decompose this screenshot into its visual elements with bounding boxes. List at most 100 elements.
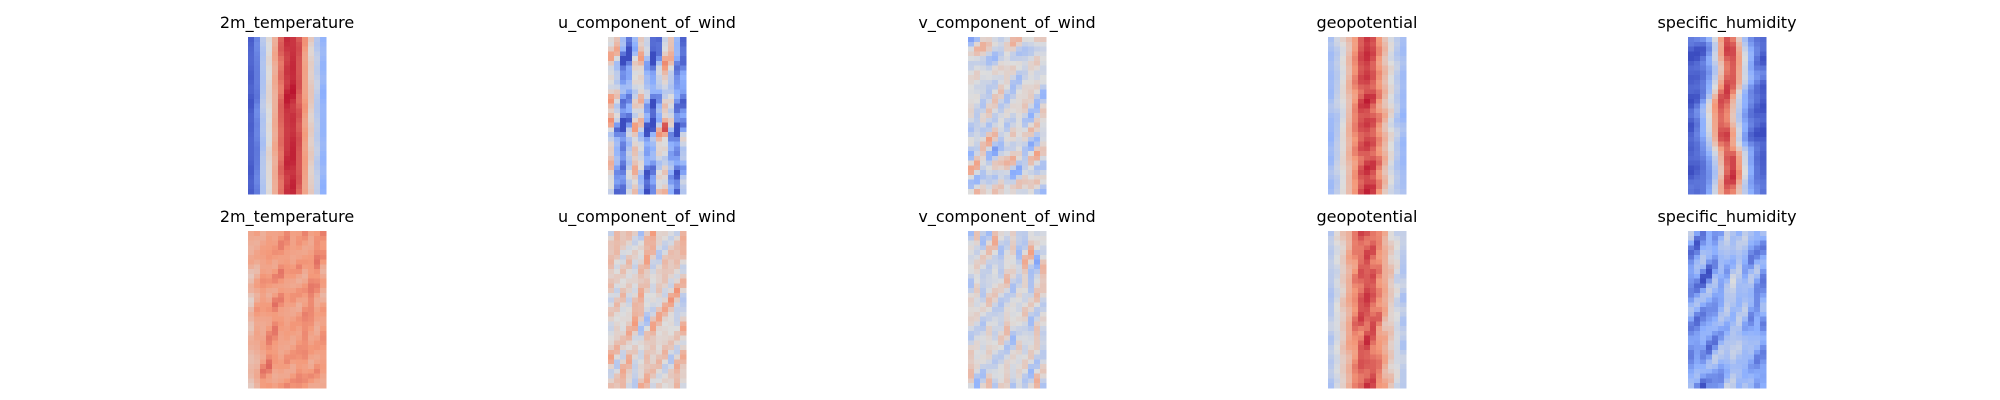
heatmap-cell: [992, 254, 999, 261]
heatmap-cell: [296, 56, 303, 62]
heatmap-cell: [986, 240, 993, 246]
heatmap-cell: [986, 94, 993, 100]
heatmap-cell: [302, 103, 309, 109]
heatmap-cell: [980, 117, 987, 124]
heatmap-cell: [1742, 250, 1749, 256]
heatmap-cell: [296, 259, 303, 265]
heatmap-cell: [1340, 179, 1347, 186]
heatmap-cell: [1346, 316, 1353, 322]
heatmap-cell: [248, 283, 255, 289]
heatmap-cell: [674, 51, 681, 57]
heatmap-cell: [278, 60, 285, 67]
heatmap-cell: [986, 368, 993, 375]
heatmap-cell: [1370, 155, 1377, 162]
heatmap-cell: [1388, 273, 1395, 280]
heatmap-cell: [638, 141, 645, 148]
heatmap-cell: [614, 235, 621, 242]
heatmap-cell: [1022, 240, 1029, 246]
heatmap-cell: [1694, 288, 1701, 294]
heatmap-cell: [992, 189, 999, 195]
heatmap-cell: [1364, 94, 1371, 100]
heatmap-cell: [1706, 94, 1713, 100]
heatmap-cell: [998, 345, 1005, 351]
heatmap-cell: [608, 127, 615, 133]
heatmap-cell: [1370, 321, 1377, 327]
heatmap-cell: [1022, 349, 1029, 356]
heatmap-cell: [1760, 51, 1767, 57]
heatmap-cell: [620, 103, 627, 109]
heatmap-cell: [1028, 264, 1035, 270]
heatmap-cell: [1004, 240, 1011, 246]
heatmap-cell: [1688, 302, 1695, 308]
heatmap-cell: [992, 151, 999, 157]
heatmap-cell: [1712, 37, 1719, 43]
heatmap-cell: [656, 141, 663, 148]
heatmap-cell: [614, 307, 621, 313]
heatmap-cell: [320, 269, 327, 275]
heatmap-cell: [1004, 345, 1011, 351]
heatmap-cell: [608, 170, 615, 176]
heatmap-cell: [284, 340, 291, 346]
heatmap-cell: [998, 316, 1005, 322]
heatmap-cell: [1394, 65, 1401, 71]
heatmap-cell: [626, 65, 633, 71]
heatmap-cell: [992, 122, 999, 128]
heatmap-cell: [668, 359, 675, 365]
heatmap-cell: [1394, 60, 1401, 67]
heatmap-cell: [980, 373, 987, 380]
heatmap-cell: [632, 383, 639, 389]
heatmap-cell: [290, 113, 297, 119]
heatmap-cell: [1364, 316, 1371, 322]
heatmap-cell: [614, 108, 621, 114]
heatmap-cell: [1352, 98, 1359, 105]
heatmap-cell: [1004, 89, 1011, 95]
heatmap-cell: [1334, 146, 1341, 152]
heatmap-cell: [314, 151, 321, 157]
heatmap-cell: [1712, 269, 1719, 275]
heatmap-cell: [668, 240, 675, 246]
heatmap-cell: [1376, 264, 1383, 270]
heatmap-cell: [998, 160, 1005, 167]
heatmap-cell: [1334, 165, 1341, 171]
heatmap-cell: [1346, 60, 1353, 67]
heatmap-cell: [620, 269, 627, 275]
heatmap-cell: [1346, 330, 1353, 337]
heatmap-cell: [1760, 250, 1767, 256]
heatmap-cell: [662, 51, 669, 57]
heatmap-cell: [248, 330, 255, 337]
heatmap-cell: [1760, 269, 1767, 275]
heatmap-cell: [1700, 245, 1707, 251]
heatmap-cell: [674, 340, 681, 346]
heatmap-cell: [626, 340, 633, 346]
heatmap-cell: [1016, 273, 1023, 280]
heatmap-cell: [662, 79, 669, 86]
heatmap-cell: [272, 235, 279, 242]
heatmap-cell: [992, 103, 999, 109]
heatmap-cell: [290, 94, 297, 100]
heatmap-cell: [284, 278, 291, 284]
heatmap-cell: [1346, 41, 1353, 48]
heatmap-cell: [1346, 345, 1353, 351]
heatmap-cell: [1388, 184, 1395, 190]
heatmap-cell: [1376, 155, 1383, 162]
heatmap-cell: [620, 302, 627, 308]
heatmap-cell: [974, 368, 981, 375]
heatmap-cell: [1370, 117, 1377, 124]
heatmap-cell: [986, 37, 993, 43]
heatmap-cell: [1358, 283, 1365, 289]
heatmap-cell: [1694, 311, 1701, 318]
heatmap-cell: [272, 151, 279, 157]
heatmap-cell: [620, 345, 627, 351]
heatmap-cell: [1376, 179, 1383, 186]
heatmap-cell: [614, 113, 621, 119]
heatmap-cell: [266, 292, 273, 299]
heatmap-cell: [1328, 259, 1335, 265]
heatmap-cell: [1754, 60, 1761, 67]
heatmap-cell: [308, 70, 315, 76]
heatmap-cell: [1010, 170, 1017, 176]
heatmap-cell: [1346, 311, 1353, 318]
heatmap-cell: [1754, 368, 1761, 375]
heatmap-cell: [1376, 108, 1383, 114]
heatmap-cell: [626, 103, 633, 109]
heatmap-cell: [272, 141, 279, 148]
